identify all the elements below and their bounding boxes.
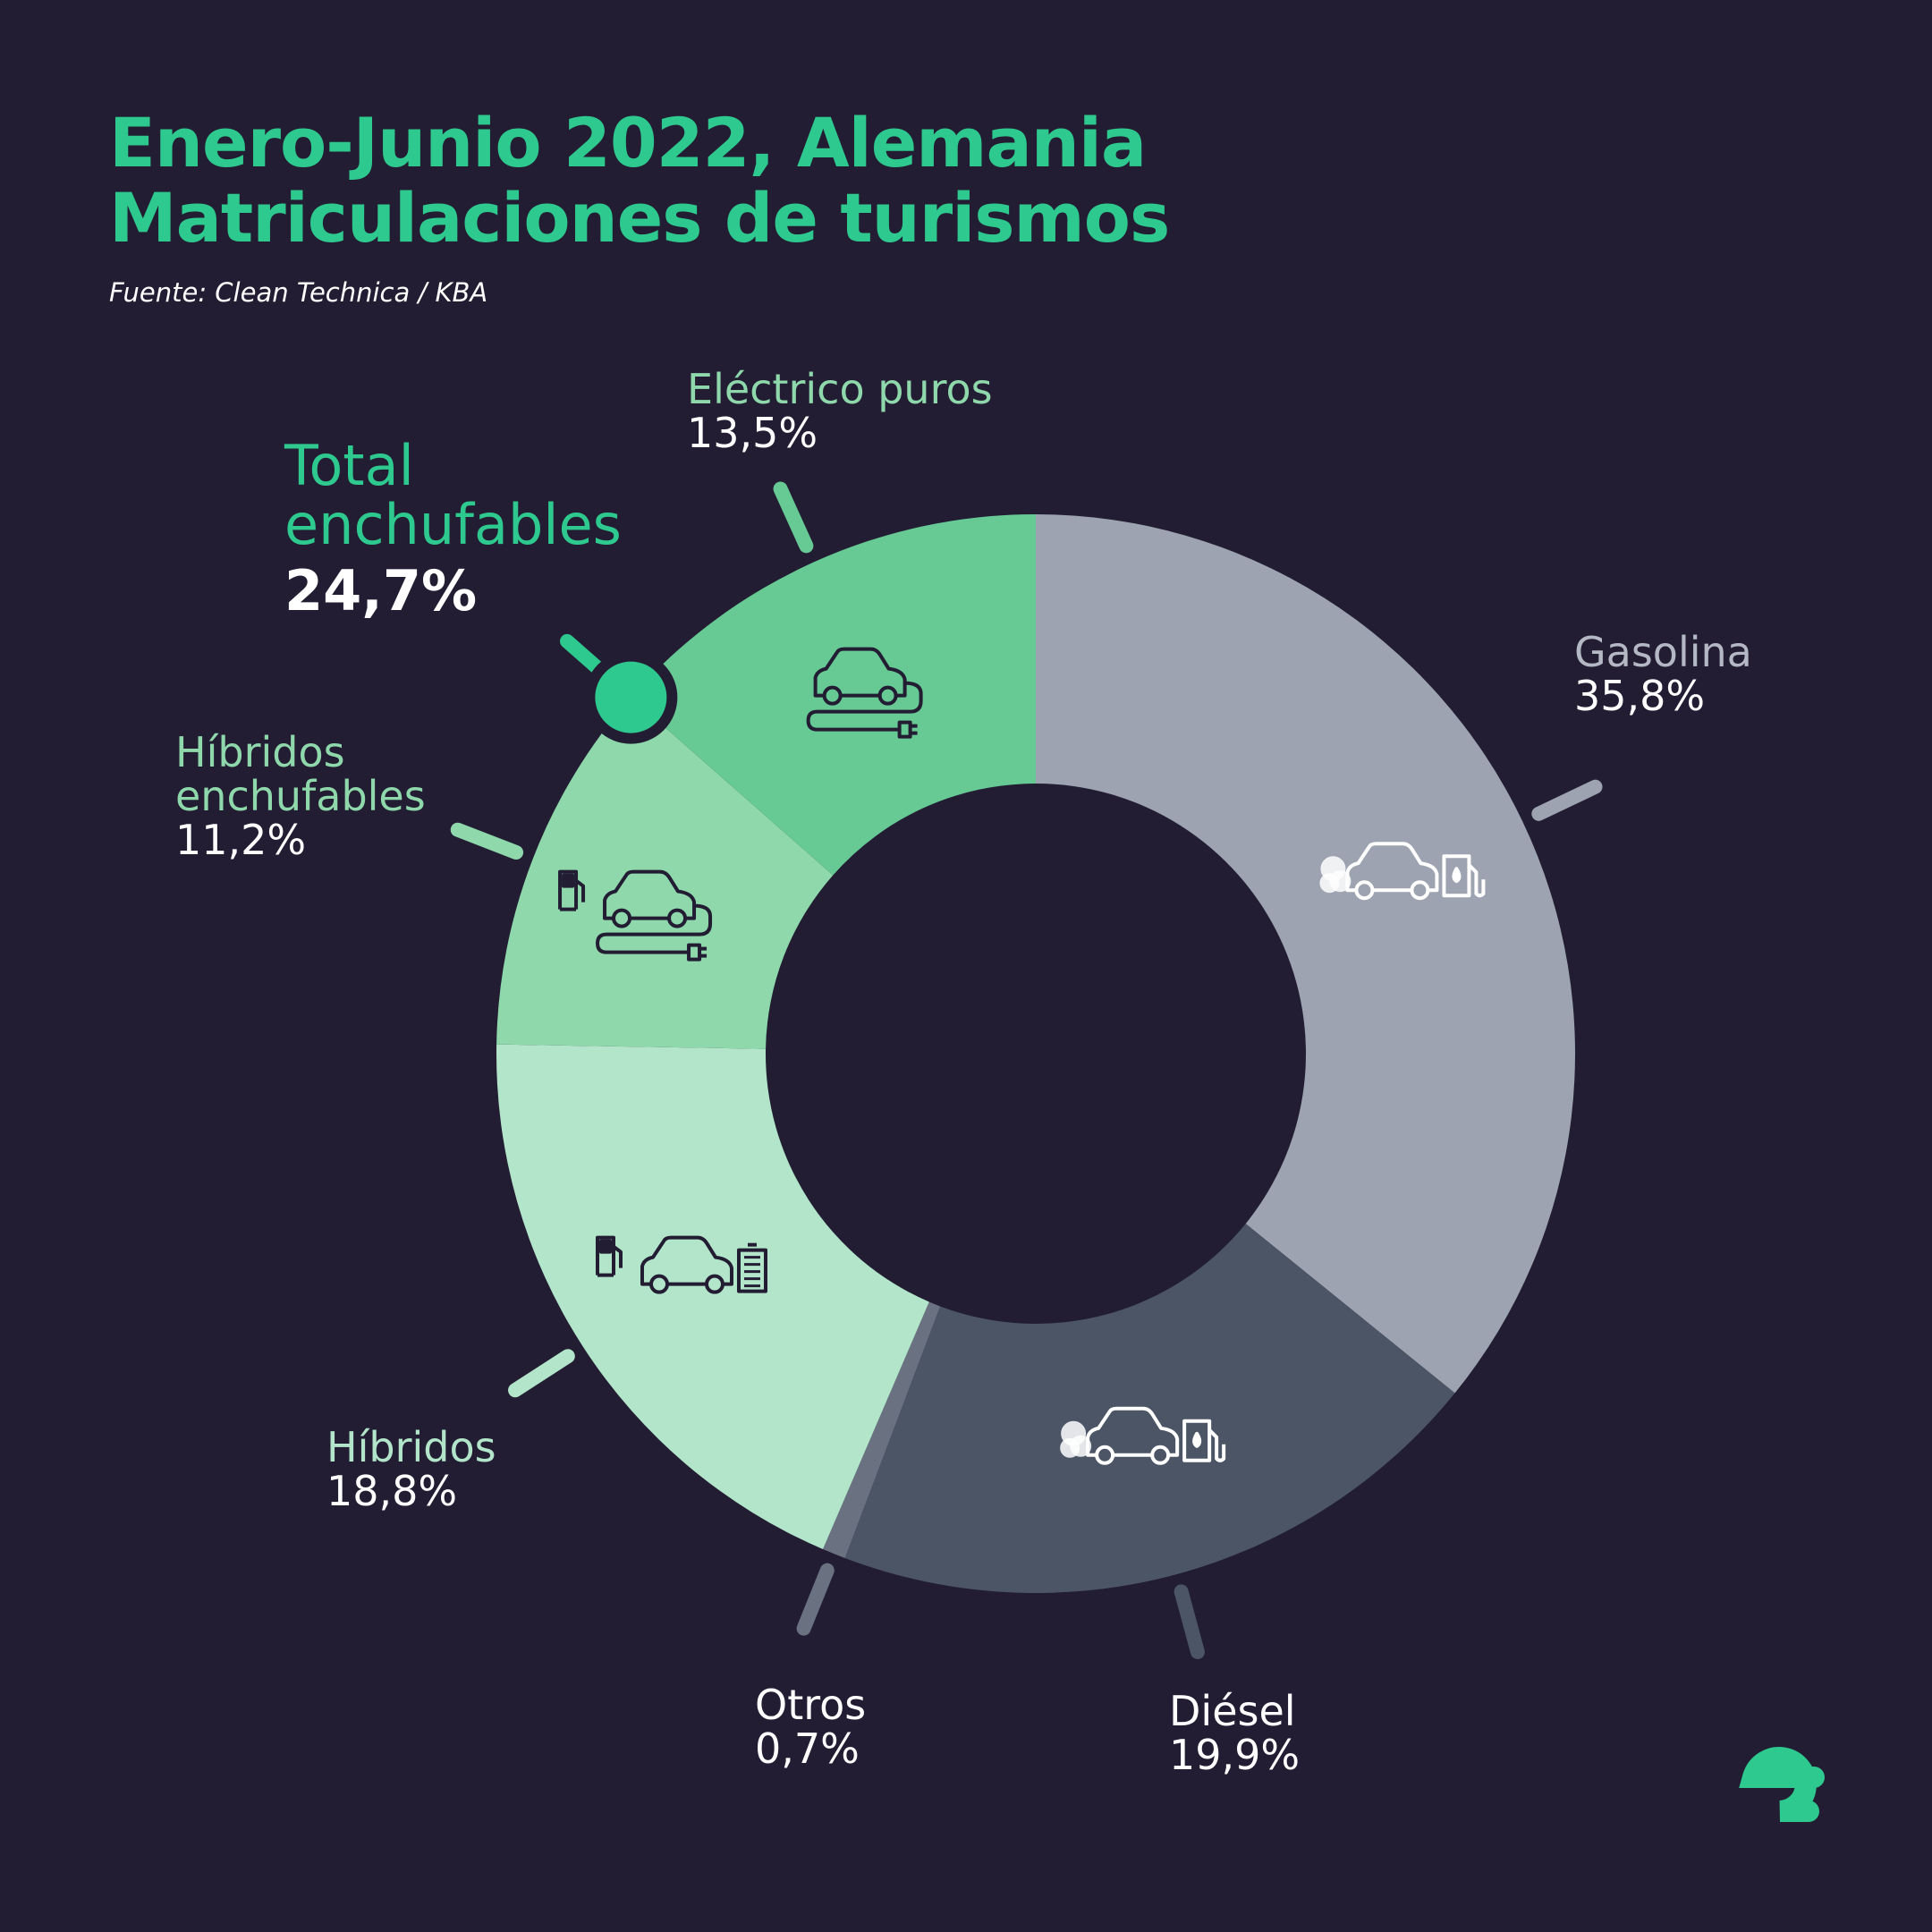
total-plugins-name-2: enchufables [284,492,622,557]
label-otros-value: 0,7% [755,1724,860,1773]
electric-car-icon [806,647,923,739]
label-gasolina-value: 35,8% [1574,672,1706,720]
slice-diesel [844,1224,1455,1593]
label-electrico-puros: Eléctrico puros 13,5% [687,368,993,455]
label-electrico-puros-value: 13,5% [687,409,818,457]
leader-tick-electrico-puros [773,481,814,554]
label-hibridos-name: Híbridos [326,1423,496,1471]
label-hibridos-enchufables: Híbridos enchufables 11,2% [175,731,497,862]
label-otros-name: Otros [755,1681,867,1729]
label-diesel-name: Diésel [1169,1687,1296,1735]
leader-tick-gasolina [1531,779,1603,821]
hybrid-car-icon [595,1235,767,1294]
title-line-2: Matriculaciones de turismos [109,178,1170,258]
label-diesel: Diésel 19,9% [1169,1690,1300,1777]
total-plugins-name-1: Total [284,433,414,498]
label-hibridos: Híbridos 18,8% [326,1426,496,1513]
leader-tick-otros [796,1563,835,1636]
label-gasolina-name: Gasolina [1574,628,1752,676]
label-electrico-puros-name: Eléctrico puros [687,365,993,413]
brand-logo-icon [1739,1747,1825,1822]
diesel-car-icon [1060,1406,1226,1465]
label-hibridos-enchufables-name: Híbridos enchufables [175,728,426,820]
label-hibridos-value: 18,8% [326,1467,458,1515]
total-plugins-marker [584,650,678,744]
label-diesel-value: 19,9% [1169,1731,1301,1779]
chart-title: Enero-Junio 2022, Alemania Matriculacion… [109,103,1170,258]
title-line-1: Enero-Junio 2022, Alemania [109,103,1147,182]
total-plugins-value: 24,7% [284,558,478,623]
gasoline-car-icon [1319,842,1486,901]
slice-gasolina [1036,514,1575,1394]
label-gasolina: Gasolina 35,8% [1574,631,1752,718]
source-note: Fuente: Clean Technica / KBA [109,277,488,308]
leader-tick-diesel [1174,1584,1205,1659]
slice-electrico-puros [631,514,1036,876]
slice-otros [823,1301,941,1558]
leader-tick-hibridos [508,1349,575,1398]
total-plugins-label: Total enchufables 24,7% [284,436,622,621]
slice-hibridos [496,1044,929,1550]
label-hibridos-enchufables-value: 11,2% [175,816,307,864]
plugin-hybrid-car-icon [558,869,713,962]
label-otros: Otros 0,7% [755,1683,866,1771]
leader-tick-hibridos-enchufables [450,822,524,860]
